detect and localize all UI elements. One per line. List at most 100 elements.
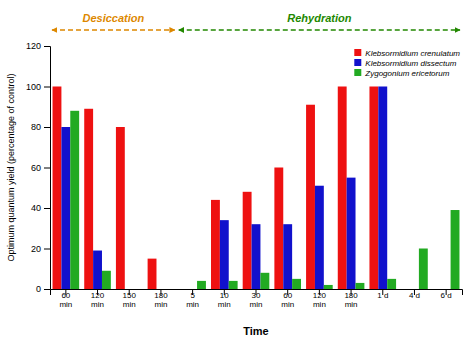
tick-label: 120: [26, 41, 41, 51]
bar: [324, 285, 333, 289]
bar: [61, 127, 70, 289]
tick-label-line: min: [91, 300, 104, 309]
tick-label-line: 30: [252, 291, 261, 300]
bar: [387, 279, 396, 289]
x-axis: 60min120min150min180min5min10min30min60m…: [51, 289, 463, 309]
bar: [356, 283, 365, 289]
tick: 30min: [250, 289, 263, 309]
tick-label: 180min: [344, 291, 358, 309]
annotation-arrow: [52, 29, 175, 30]
bar: [442, 289, 451, 290]
tick-label: 20: [31, 244, 41, 254]
tick-label-line: 60: [61, 291, 70, 300]
annotation-arrow: [179, 29, 460, 30]
tick: 6 d: [441, 289, 452, 300]
legend: Klebsormidium crenulatumKlebsormidium di…: [354, 49, 460, 78]
bar: [369, 87, 378, 290]
tick: 20: [31, 244, 50, 254]
tick-label: 30min: [250, 291, 263, 309]
tick-mark: [44, 208, 50, 209]
bar: [410, 289, 419, 290]
tick-label-line: 6 d: [441, 291, 452, 300]
tick: 40: [31, 203, 50, 213]
bar: [433, 289, 442, 290]
tick-mark: [44, 127, 50, 128]
bar: [93, 251, 102, 289]
tick-label: 10min: [218, 291, 231, 309]
bar: [125, 289, 134, 290]
x-axis-title: Time: [243, 325, 268, 337]
tick: 80: [31, 122, 50, 132]
annotation-label: Desiccation: [83, 12, 145, 24]
legend-label: Zygogonium ericetorum: [364, 69, 449, 78]
legend-swatch: [354, 49, 361, 56]
tick-label-line: min: [59, 300, 72, 309]
tick: 10min: [218, 289, 231, 309]
tick: 100: [26, 82, 50, 92]
tick-label: 4 d: [409, 291, 420, 300]
tick: 4 d: [409, 289, 420, 300]
bar-series: [61, 87, 387, 290]
tick: 120min: [313, 289, 327, 309]
legend-label: Klebsormidium dissectum: [365, 59, 456, 68]
bar: [378, 87, 387, 290]
tick: 5min: [186, 289, 199, 309]
tick-label: 60: [31, 163, 41, 173]
bar: [243, 192, 252, 289]
bar: [451, 210, 460, 289]
y-axis: 0 20 40 60 80 100 120: [26, 41, 51, 294]
plot: 02040608010012060min120min150min180min5m…: [6, 12, 463, 337]
tick: 180min: [344, 289, 358, 309]
axis-line: [44, 47, 51, 290]
tick-mark: [44, 249, 50, 250]
tick-label-line: 4 d: [409, 291, 420, 300]
tick-label-line: 5: [190, 291, 195, 300]
bar: [401, 289, 410, 290]
tick: 120: [26, 41, 50, 51]
tick-mark: [44, 289, 50, 290]
tick-label: 5min: [186, 291, 199, 309]
tick-label-line: 180: [154, 291, 168, 300]
tick-label-line: 1 d: [377, 291, 388, 300]
bar: [179, 289, 188, 290]
tick-label-line: min: [345, 300, 358, 309]
tick: 1 d: [377, 289, 388, 300]
tick-label-line: min: [313, 300, 326, 309]
tick-label: 60min: [281, 291, 294, 309]
bar: [252, 224, 261, 289]
tick-label: 80: [31, 122, 41, 132]
bar: [53, 87, 62, 290]
tick-label: 0: [36, 284, 41, 294]
bar: [211, 200, 220, 289]
tick-label-line: 60: [283, 291, 292, 300]
bar: [419, 249, 428, 290]
bar: [116, 127, 125, 289]
tick: 150min: [123, 289, 137, 309]
bar-series: [53, 87, 379, 290]
tick-label: 180min: [154, 291, 168, 309]
bar: [229, 281, 238, 289]
tick-label-line: min: [186, 300, 199, 309]
annotation-label: Rehydration: [287, 12, 351, 24]
tick: 120min: [91, 289, 105, 309]
tick-label-line: min: [218, 300, 231, 309]
bar: [292, 279, 301, 289]
tick-label: 60min: [59, 291, 72, 309]
bar: [315, 186, 324, 289]
tick-label: 6 d: [441, 291, 452, 300]
tick-label-line: 120: [313, 291, 327, 300]
chart: 02040608010012060min120min150min180min5m…: [0, 0, 474, 341]
tick: 60min: [59, 289, 72, 309]
bar: [274, 168, 283, 290]
bar: [134, 289, 143, 290]
tick-label: 120min: [313, 291, 327, 309]
tick: 60min: [281, 289, 294, 309]
bar: [188, 289, 197, 290]
tick-label-line: 120: [91, 291, 105, 300]
bar: [102, 271, 111, 289]
bar: [283, 224, 292, 289]
bar: [165, 289, 174, 290]
tick-label: 1 d: [377, 291, 388, 300]
tick-label: 100: [26, 82, 41, 92]
bar: [306, 105, 315, 289]
